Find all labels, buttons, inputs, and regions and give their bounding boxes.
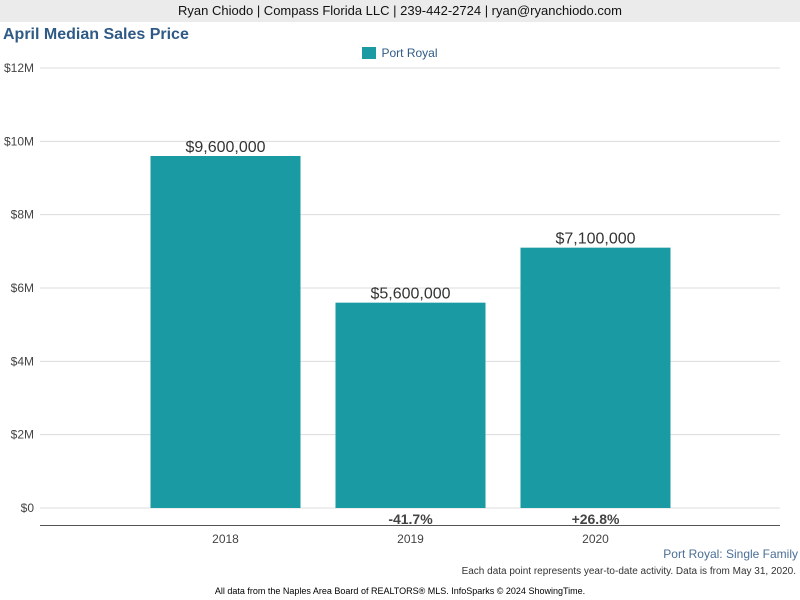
y-tick-label: $8M [11,208,34,222]
data-note: Each data point represents year-to-date … [461,566,796,577]
legend-swatch [362,47,377,59]
x-tick-label: 2020 [582,532,609,546]
chart-title: April Median Sales Price [3,26,189,43]
y-tick-label: $0 [21,501,35,515]
data-source: All data from the Naples Area Board of R… [214,586,586,596]
y-tick-label: $2M [11,428,34,442]
chart-subtitle: Port Royal: Single Family [663,547,798,561]
change-label: +26.8% [572,511,620,527]
y-tick-label: $12M [4,61,34,75]
x-tick-label: 2019 [397,532,424,546]
y-tick-label: $6M [11,281,34,295]
contact-header: Ryan Chiodo | Compass Florida LLC | 239-… [0,0,800,22]
legend-label: Port Royal [381,46,438,60]
y-tick-label: $4M [11,354,34,368]
change-label: -41.7% [388,511,433,527]
y-tick-label: $10M [4,134,34,148]
x-tick-label: 2018 [212,532,239,546]
bar [150,156,301,508]
bar [520,247,671,508]
contact-text: Ryan Chiodo | Compass Florida LLC | 239-… [178,3,622,18]
legend[interactable]: Port Royal [0,45,800,61]
bar [335,302,486,508]
bar-value-label: $5,600,000 [370,286,450,303]
bar-value-label: $9,600,000 [185,139,265,156]
bar-value-label: $7,100,000 [555,231,635,248]
